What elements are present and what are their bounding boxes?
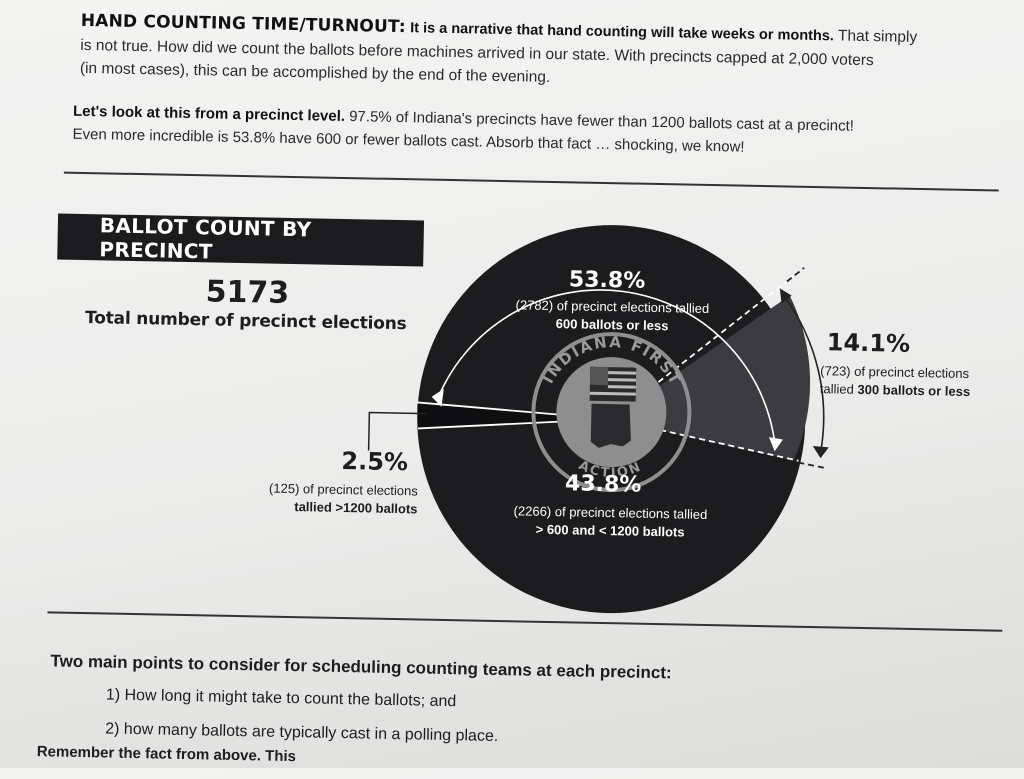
arc-53-8-arrowhead-left	[431, 388, 444, 407]
pie-slice-over-1200	[417, 402, 612, 429]
caption-14-1-line2b: 300 ballots or less	[857, 381, 971, 400]
pct-2-5: 2.5%	[341, 446, 409, 477]
leader-2-5	[367, 411, 427, 451]
arc-14-1-arrowhead-bottom	[812, 446, 829, 459]
arc-14-1-arrowhead-top	[779, 288, 792, 304]
divider-extension-1	[788, 459, 827, 470]
caption-53-8: (2782) of precinct elections tallied 600…	[488, 296, 737, 337]
flag-icon	[589, 366, 637, 402]
slice-divider-4	[610, 274, 795, 420]
arc-53-8-arrowhead-right	[768, 437, 783, 452]
caption-2-5-line1: (125) of precinct elections	[268, 480, 418, 499]
cutoff-text: Remember the fact from above. This	[36, 743, 297, 766]
caption-2-5-line2: tallied >1200 ballots	[294, 499, 418, 517]
svg-text:ACTION: ACTION	[576, 458, 645, 482]
caption-14-1-line2a: tallied	[819, 381, 858, 397]
caption-2-5: (125) of precinct elections tallied >120…	[247, 479, 418, 518]
logo-bottom-text: ACTION	[576, 458, 645, 482]
caption-14-1: (723) of precinct elections tallied 300 …	[820, 362, 1006, 402]
indiana-state-icon	[590, 403, 631, 448]
pct-43-8: 43.8%	[564, 471, 642, 498]
arc-14-1	[783, 294, 825, 453]
arc-53-8	[436, 289, 776, 444]
pct-53-8: 53.8%	[568, 267, 646, 294]
caption-43-8: (2266) of precinct elections tallied > 6…	[490, 502, 731, 543]
pct-14-1: 14.1%	[826, 328, 911, 358]
divider-extension-2	[786, 267, 805, 283]
